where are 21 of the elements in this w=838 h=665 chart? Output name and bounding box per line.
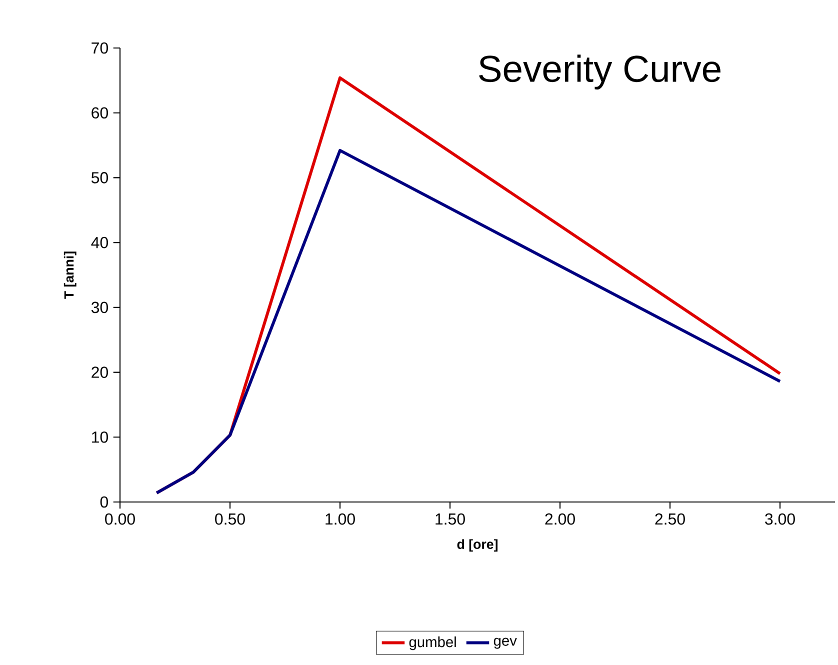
y-tick-label: 10 [92,431,108,443]
x-axis-title: d [ore] [457,539,498,552]
x-tick-label: 3.00 [765,513,795,525]
x-tick-label: 2.00 [545,513,575,525]
legend-label: gev [494,638,517,649]
x-tick-label: 0.00 [105,513,135,525]
x-tick-label: 2.50 [655,513,685,525]
line-series [155,148,782,494]
y-tick-label: 20 [92,366,108,378]
y-tick-label: 40 [91,236,108,248]
y-tick-label: 50 [91,172,108,184]
x-tick-label: 1.50 [436,513,465,525]
y-tick-label: 30 [91,302,108,314]
x-tick-label: 1.00 [326,513,355,525]
y-tick-label: 70 [92,42,108,54]
y-axis-title: T [anni] [64,252,76,299]
y-tick-label: 0 [100,496,108,508]
x-tick-label: 0.50 [215,513,245,525]
y-tick-label: 60 [92,107,108,119]
legend-label: gumbel [409,636,456,650]
chart-title: Severity Curve [479,54,720,90]
